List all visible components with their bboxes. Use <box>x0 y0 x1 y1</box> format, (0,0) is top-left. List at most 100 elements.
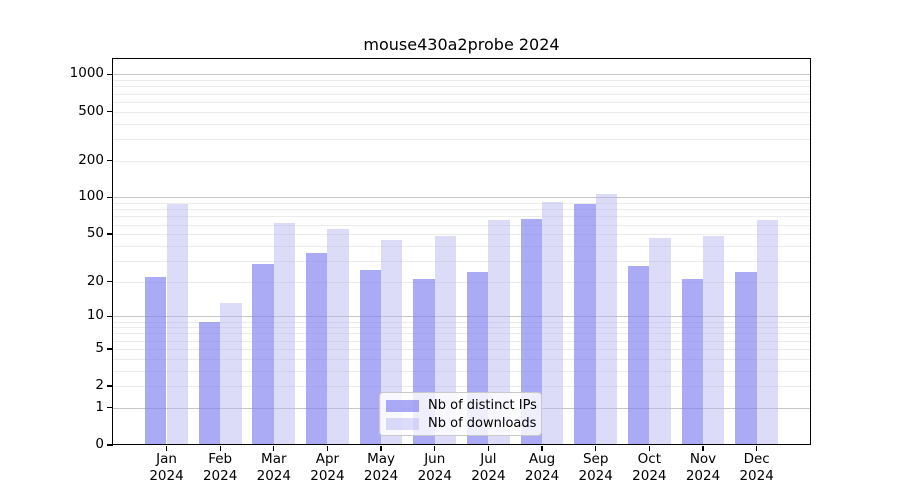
bar-downloads <box>273 222 296 445</box>
y-tick-label: 10 <box>86 307 104 324</box>
bar-downloads <box>166 203 188 445</box>
y-grid-minor <box>112 111 811 113</box>
bar-downloads <box>488 220 510 445</box>
y-grid-minor <box>112 209 811 211</box>
y-tick-label: 50 <box>86 225 104 242</box>
x-tick-label: Feb 2024 <box>202 451 238 484</box>
x-tick-mark <box>380 445 382 451</box>
y-tick-label: 5 <box>95 339 104 356</box>
bar-distinct-ips <box>627 266 650 445</box>
legend-row-distinct-ips: Nb of distinct IPs <box>386 398 537 413</box>
x-tick-label: Jun 2024 <box>417 451 452 484</box>
bar-downloads <box>595 194 618 445</box>
x-tick-label: Dec 2024 <box>739 451 774 484</box>
legend-row-downloads: Nb of downloads <box>386 416 537 431</box>
y-grid-minor <box>112 216 811 218</box>
y-tick-label: 2 <box>95 377 104 394</box>
x-tick-label: Jan 2024 <box>149 451 184 484</box>
plot-area <box>112 58 811 445</box>
y-tick-mark <box>107 407 113 409</box>
y-grid-minor <box>112 370 811 372</box>
bar-distinct-ips <box>735 272 757 445</box>
y-tick-mark <box>107 233 113 235</box>
y-grid-minor <box>112 80 811 82</box>
x-tick-label: Apr 2024 <box>310 451 345 484</box>
y-grid-minor <box>112 333 811 335</box>
bar-downloads <box>327 229 349 445</box>
y-grid-minor <box>112 234 811 236</box>
y-grid-minor <box>112 321 811 323</box>
x-tick-label: May 2024 <box>363 451 399 484</box>
y-tick-mark <box>107 281 113 283</box>
y-grid-minor <box>112 224 811 226</box>
y-grid-major <box>112 74 811 76</box>
bar-downloads <box>220 303 242 445</box>
y-tick-label: 1 <box>95 398 104 415</box>
x-tick-mark <box>541 445 543 451</box>
y-tick-mark <box>107 110 113 113</box>
y-tick-label: 500 <box>78 102 104 119</box>
x-tick-mark <box>165 445 168 451</box>
y-tick-mark <box>107 196 113 199</box>
bar-distinct-ips <box>145 276 167 445</box>
y-grid-minor <box>112 358 811 360</box>
y-grid-minor <box>112 123 811 125</box>
downloads-swatch <box>386 417 419 430</box>
y-tick-label: 1000 <box>69 65 104 82</box>
chart-title: mouse430a2probe 2024 <box>363 35 560 54</box>
y-grid-minor <box>112 86 811 88</box>
bar-distinct-ips <box>681 279 703 445</box>
y-grid-minor <box>112 160 811 162</box>
y-grid-minor <box>112 138 811 140</box>
y-grid-minor <box>112 203 811 205</box>
bar-distinct-ips <box>520 218 543 445</box>
y-tick-mark <box>107 159 113 162</box>
bar-distinct-ips <box>306 252 328 445</box>
x-tick-label: Jul 2024 <box>471 451 506 484</box>
y-tick-label: 20 <box>86 272 104 289</box>
x-tick-label: Oct 2024 <box>632 451 667 484</box>
x-tick-mark <box>702 445 704 451</box>
x-tick-mark <box>219 445 221 451</box>
x-tick-mark <box>434 445 436 451</box>
bar-downloads <box>542 202 564 445</box>
y-grid-major <box>112 197 811 199</box>
legend: Nb of distinct IPs Nb of downloads <box>379 392 542 436</box>
bar-downloads <box>649 238 671 445</box>
y-grid-minor <box>112 386 811 388</box>
distinct-ips-swatch <box>386 399 419 412</box>
bar-distinct-ips <box>252 264 274 445</box>
y-grid-minor <box>112 245 811 247</box>
y-grid-minor <box>112 327 811 329</box>
y-tick-label: 200 <box>78 151 104 168</box>
y-grid-minor <box>112 260 811 262</box>
bar-distinct-ips <box>359 270 382 445</box>
x-tick-label: Nov 2024 <box>685 451 721 484</box>
y-tick-mark <box>107 444 113 446</box>
x-tick-label: Sep 2024 <box>578 451 613 484</box>
x-tick-mark <box>273 445 275 451</box>
y-grid-minor <box>112 348 811 350</box>
y-tick-mark <box>107 73 113 76</box>
y-grid-minor <box>112 340 811 342</box>
bar-downloads <box>756 220 779 445</box>
y-tick-mark <box>107 348 113 350</box>
bar-downloads <box>703 236 725 445</box>
y-grid-minor <box>112 281 811 283</box>
y-grid-minor <box>112 101 811 103</box>
legend-label-downloads: Nb of downloads <box>428 416 537 431</box>
bar-distinct-ips <box>198 321 221 445</box>
x-tick-mark <box>595 445 597 451</box>
x-tick-label: Aug 2024 <box>524 451 560 484</box>
x-tick-mark <box>487 445 490 451</box>
y-tick-mark <box>107 315 113 318</box>
y-tick-label: 0 <box>95 436 104 452</box>
y-grid-major <box>112 316 811 318</box>
x-tick-mark <box>756 445 758 451</box>
bar-distinct-ips <box>574 204 596 445</box>
y-tick-mark <box>107 385 113 387</box>
x-tick-label: Mar 2024 <box>256 451 291 484</box>
x-tick-mark <box>648 445 650 451</box>
y-tick-label: 100 <box>78 188 104 205</box>
